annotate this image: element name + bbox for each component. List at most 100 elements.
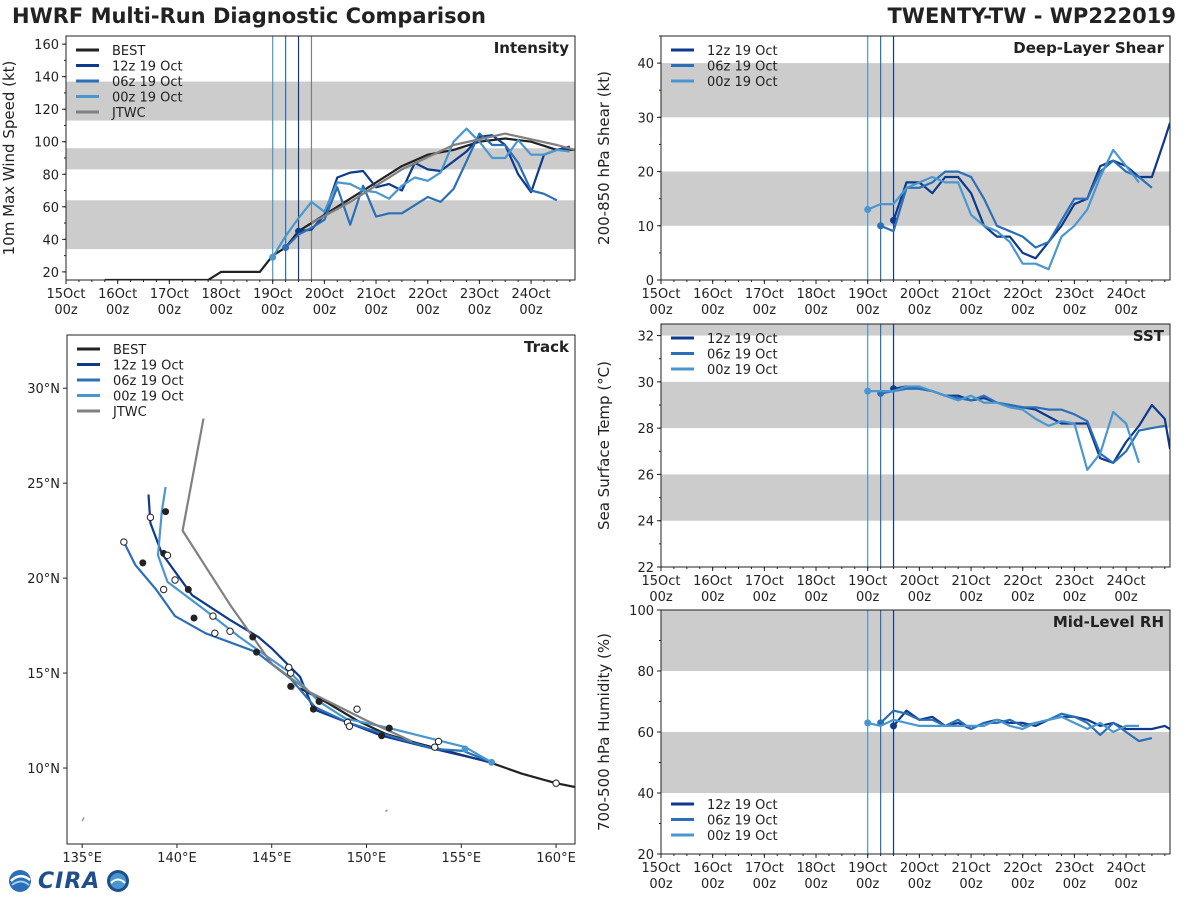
intensity-title: Intensity [494,39,570,57]
rh-plot-area [661,610,1170,854]
intensity-ytick-label: 60 [42,201,59,216]
shear-xtick-label: 00z [1011,303,1035,318]
shear-band [661,63,1170,118]
shear-series-line [892,122,1170,260]
rh-xtick-label: 24Oct [1107,861,1146,876]
shear-series-line [880,159,1153,249]
track-point-open [353,705,361,713]
sst-xtick-label: 21Oct [952,574,991,589]
track-point-filled [253,648,261,656]
rh-xtick-label: 00z [701,877,725,892]
track-ytick-label: 30°N [27,382,60,397]
rh-xtick-label: 19Oct [848,861,887,876]
rh-start-point [864,719,872,727]
sst-series-line [867,385,1141,471]
track-point-open [209,612,217,620]
track-plot-area [81,418,575,822]
rh-xtick-label: 00z [1063,877,1087,892]
rh-xtick-label: 15Oct [641,861,680,876]
shear-ytick-label: 10 [637,220,654,235]
page-title: HWRF Multi-Run Diagnostic Comparison [12,4,487,28]
shear-ytick-label: 20 [637,166,654,181]
shear-xtick-label: 00z [804,303,828,318]
intensity-ytick-label: 40 [42,233,59,248]
rh-xtick-label: 00z [753,877,777,892]
shear-ytick-label: 40 [637,57,654,72]
sst-xtick-label: 15Oct [641,574,680,589]
track-point-filled [309,705,317,713]
rh-band [661,732,1170,793]
sst-band [661,474,1170,521]
track-legend-label: 12z 19 Oct [113,359,184,374]
intensity-xtick-label: 21Oct [357,287,396,302]
track-point-current [461,745,469,753]
rh-series-line [867,715,1139,734]
intensity-xtick-label: 19Oct [253,287,292,302]
sst-title: SST [1133,327,1165,345]
track-frame [66,334,576,845]
intensity-band [66,81,575,121]
track-xtick-label: 145°E [252,851,292,866]
shear-legend-label: 00z 19 Oct [707,75,778,90]
cira-logo: CIRA [6,866,134,896]
shear-xtick-label: 19Oct [848,287,887,302]
rh-band [661,610,1170,671]
rh-start-point [890,722,898,730]
shear-start-point [864,206,872,214]
intensity-xtick-label: 00z [158,303,182,318]
shear-legend-label: 12z 19 Oct [707,44,778,59]
intensity-series-line [104,137,575,280]
intensity-xtick-label: 00z [519,303,543,318]
track-ytick-label: 20°N [27,572,60,587]
sst-xtick-label: 23Oct [1055,574,1094,589]
island-mark [384,809,388,813]
sst-xtick-label: 00z [649,590,673,605]
track-line [122,541,493,764]
intensity-chart: 2040608010012014016015Oct00z16Oct00z17Oc… [0,35,576,318]
track-ytick-label: 10°N [27,762,60,777]
intensity-xtick-label: 17Oct [150,287,189,302]
rh-xtick-label: 20Oct [900,861,939,876]
sst-ylabel: Sea Surface Temp (°C) [595,361,613,530]
intensity-legend-label: JTWC [111,106,146,121]
intensity-ytick-label: 140 [34,71,59,86]
rh-xtick-label: 00z [959,877,983,892]
rh-xtick-label: 16Oct [693,861,732,876]
sst-xtick-label: 24Oct [1107,574,1146,589]
sst-legend-label: 00z 19 Oct [707,363,778,378]
cira-globe-icon [9,870,31,892]
track-point-open [226,627,234,635]
intensity-ytick-label: 20 [42,266,59,281]
sst-xtick-label: 16Oct [693,574,732,589]
track-point-open [146,513,155,522]
sst-chart: 22242628303215Oct00z16Oct00z17Oct00z18Oc… [595,323,1171,605]
sst-xtick-label: 17Oct [745,574,784,589]
track-point-filled [378,732,386,740]
track-chart: 10°N 15°N 20°N 25°N 30°N 135°E 140°E 145°E 150°E… [27,334,576,866]
intensity-xtick-label: 20Oct [305,287,344,302]
shear-ytick-label: 0 [646,274,654,289]
sst-xtick-label: 22Oct [1003,574,1042,589]
track-xtick-label: 150°E [347,851,387,866]
shear-frame [660,35,1171,281]
sst-xtick-label: 19Oct [848,574,887,589]
track-point-open [163,551,172,560]
shear-xtick-label: 00z [1063,303,1087,318]
shear-series-line [867,148,1140,271]
track-line [156,486,493,764]
rh-ylabel: 700-500 hPa Humidity (%) [595,633,613,831]
track-legend-label: 00z 19 Oct [113,390,184,405]
rh-xtick-label: 22Oct [1003,861,1042,876]
track-point-filled [315,698,323,706]
intensity-xtick-label: 00z [261,303,285,318]
rh-xtick-label: 00z [908,877,932,892]
rh-ytick-label: 100 [629,604,654,619]
intensity-legend-label: 12z 19 Oct [112,60,183,75]
track-point-open [434,737,443,746]
shear-xtick-label: 00z [908,303,932,318]
intensity-legend-label: 06z 19 Oct [112,75,183,90]
intensity-ylabel: 10m Max Wind Speed (kt) [0,61,18,256]
